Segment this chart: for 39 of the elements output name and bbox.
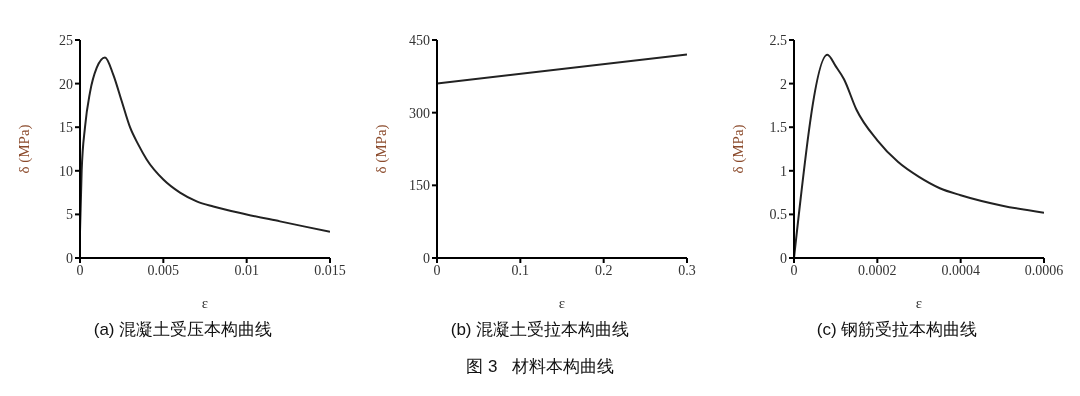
y-tick-label: 450 bbox=[409, 32, 430, 48]
x-tick-label: 0.015 bbox=[314, 262, 346, 278]
x-tick-label: 0.0006 bbox=[1024, 262, 1064, 278]
x-tick-label: 0.0004 bbox=[941, 262, 980, 278]
x-tick-label: 0.005 bbox=[147, 262, 180, 278]
x-tick-label: 0.3 bbox=[678, 262, 696, 278]
x-tick-label: 0 bbox=[76, 262, 84, 278]
x-axis-title: ε bbox=[915, 295, 923, 311]
y-tick-label: 20 bbox=[59, 76, 73, 92]
y-tick-label: 300 bbox=[409, 105, 430, 121]
y-tick-label: 1.5 bbox=[769, 120, 787, 136]
text: (b) 混凝土受拉本构曲线 bbox=[450, 319, 630, 341]
y-tick-label: 5 bbox=[66, 207, 73, 223]
y-tick-label: 25 bbox=[59, 32, 73, 48]
y-tick-label: 150 bbox=[409, 178, 430, 194]
x-tick-label: 0.01 bbox=[234, 262, 259, 278]
x-tick-label: 0.2 bbox=[594, 262, 613, 278]
x-tick-label: 0.1 bbox=[511, 262, 530, 278]
text: (a) 混凝土受压本构曲线 bbox=[93, 319, 273, 341]
y-tick-label: 10 bbox=[59, 163, 73, 179]
x-axis-title: ε bbox=[201, 295, 209, 311]
y-tick-label: 15 bbox=[59, 120, 73, 136]
y-tick-label: 1 bbox=[780, 163, 787, 179]
y-axis-title: δ (MPa) bbox=[373, 124, 391, 174]
y-tick-label: 0 bbox=[66, 250, 73, 266]
x-tick-label: 0 bbox=[433, 262, 441, 278]
caption: 图 3 材料本构曲线 bbox=[465, 356, 615, 378]
x-tick-label: 0.0002 bbox=[858, 262, 897, 278]
y-axis-title: δ (MPa) bbox=[730, 124, 748, 174]
x-axis-title: ε bbox=[558, 295, 566, 311]
y-tick-label: 0.5 bbox=[769, 207, 787, 223]
x-tick-label: 0 bbox=[790, 262, 798, 278]
y-axis-title: δ (MPa) bbox=[16, 124, 34, 174]
y-tick-label: 2.5 bbox=[769, 32, 787, 48]
y-tick-label: 2 bbox=[780, 76, 787, 92]
y-tick-label: 0 bbox=[780, 250, 787, 266]
text: (c) 钢筋受拉本构曲线 bbox=[816, 319, 978, 341]
line-series bbox=[80, 56, 330, 233]
y-tick-label: 0 bbox=[423, 250, 430, 266]
